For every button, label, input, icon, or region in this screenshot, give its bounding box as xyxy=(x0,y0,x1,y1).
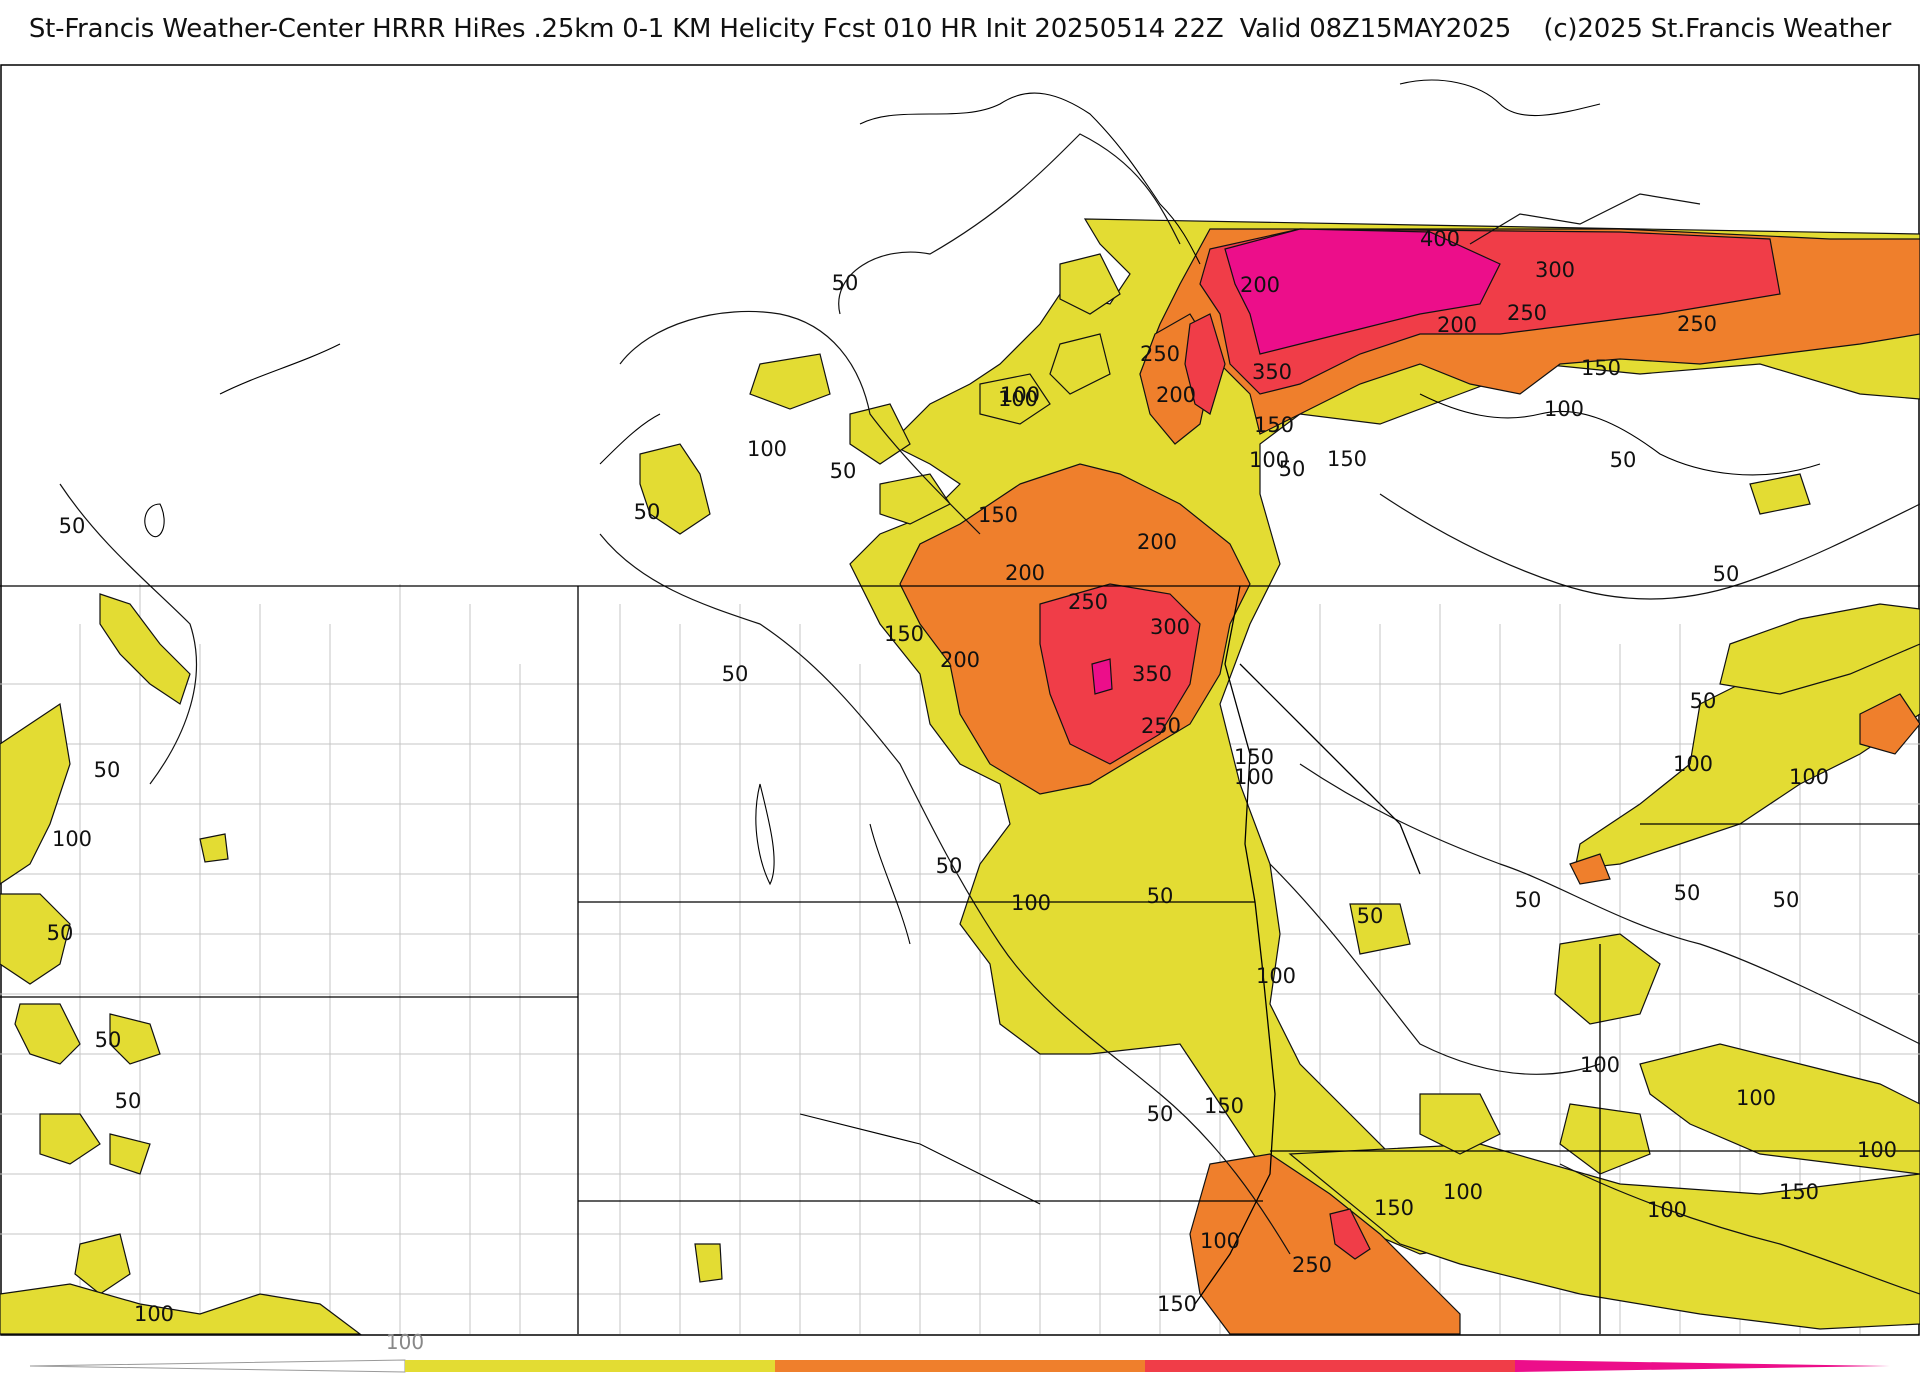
contour-label: 100 xyxy=(1200,1229,1240,1253)
contour-label: 100 xyxy=(1673,752,1713,776)
contour-label: 100 xyxy=(1857,1138,1897,1162)
state-boundaries xyxy=(0,585,1920,1334)
contour-label: 250 xyxy=(1677,312,1717,336)
legend-band-magenta xyxy=(1515,1360,1890,1372)
contour-label: 50 xyxy=(59,514,86,538)
contour-label: 250 xyxy=(1292,1253,1332,1277)
contour-label: 50 xyxy=(830,459,857,483)
color-legend: 100 xyxy=(29,1330,1890,1373)
contour-label: 150 xyxy=(1327,447,1367,471)
contour-label: 100 xyxy=(1443,1180,1483,1204)
contour-label: 100 xyxy=(1647,1198,1687,1222)
legend-band-red xyxy=(1145,1360,1515,1372)
contour-label: 50 xyxy=(94,758,121,782)
contour-label: 50 xyxy=(115,1089,142,1113)
contour-label: 250 xyxy=(1141,714,1181,738)
map-title: St-Francis Weather-Center HRRR HiRes .25… xyxy=(28,14,1892,44)
contour-label: 50 xyxy=(634,500,661,524)
contour-label: 150 xyxy=(1254,413,1294,437)
contour-label: 250 xyxy=(1068,590,1108,614)
contour-label: 200 xyxy=(1156,383,1196,407)
contour-label: 50 xyxy=(1279,457,1306,481)
contour-label: 100 xyxy=(1789,765,1829,789)
contour-label: 300 xyxy=(1535,258,1575,282)
contour-label: 50 xyxy=(1147,1102,1174,1126)
contour-label: 50 xyxy=(936,854,963,878)
contour-label: 50 xyxy=(95,1028,122,1052)
contour-label: 100 xyxy=(1256,964,1296,988)
contour-label: 50 xyxy=(832,271,859,295)
contour-label: 100 xyxy=(1249,448,1289,472)
contour-label: 100 xyxy=(1234,765,1274,789)
contour-label: 50 xyxy=(1147,884,1174,908)
coastlines xyxy=(144,79,1821,1205)
contour-label: 50 xyxy=(1773,888,1800,912)
legend-band-yellow xyxy=(405,1360,775,1372)
contour-label: 100 xyxy=(998,387,1038,411)
contour-label: 50 xyxy=(1674,881,1701,905)
contour-label: 150 xyxy=(978,503,1018,527)
contour-label: 250 xyxy=(1140,342,1180,366)
contour-label: 200 xyxy=(1137,530,1177,554)
contour-label: 50 xyxy=(1713,562,1740,586)
contour-label: 100 xyxy=(1011,891,1051,915)
contour-label: 350 xyxy=(1132,662,1172,686)
contour-label: 250 xyxy=(1507,301,1547,325)
contour-labels: 50 50 50 50 50 50 50 50 50 50 50 50 50 50 50 50 50 50 50 50… xyxy=(47,227,1897,1326)
contour-label: 100 xyxy=(134,1302,174,1326)
contour-label: 150 xyxy=(1779,1180,1819,1204)
contour-label: 400 xyxy=(1420,227,1460,251)
contour-label: 100 xyxy=(1000,383,1040,407)
contour-label: 200 xyxy=(1005,561,1045,585)
contour-label: 100 xyxy=(747,437,787,461)
contour-label: 50 xyxy=(1610,448,1637,472)
contour-label: 150 xyxy=(1581,356,1621,380)
contour-label: 150 xyxy=(884,622,924,646)
contour-label: 350 xyxy=(1252,360,1292,384)
contour-label: 50 xyxy=(47,921,74,945)
contour-label: 150 xyxy=(1157,1292,1197,1316)
helicity-band-350-up xyxy=(1091,228,1501,695)
contour-label: 200 xyxy=(940,648,980,672)
contour-label: 100 xyxy=(52,827,92,851)
contour-label: 200 xyxy=(1437,313,1477,337)
contour-label: 50 xyxy=(722,662,749,686)
legend-tick-label: 100 xyxy=(386,1330,424,1354)
contour-label: 50 xyxy=(1515,888,1542,912)
contour-label: 100 xyxy=(1544,397,1584,421)
contour-label: 50 xyxy=(1357,904,1384,928)
legend-tail-left xyxy=(29,1359,406,1373)
contour-label: 300 xyxy=(1150,615,1190,639)
helicity-isolines xyxy=(59,133,1920,1295)
contour-label: 150 xyxy=(1234,745,1274,769)
legend-band-orange xyxy=(775,1360,1145,1372)
contour-label: 150 xyxy=(1204,1094,1244,1118)
contour-label: 100 xyxy=(1736,1086,1776,1110)
helicity-map: 50 50 50 50 50 50 50 50 50 50 50 50 50 50 50 50 50 50 50 50… xyxy=(0,64,1920,1336)
contour-label: 150 xyxy=(1374,1196,1414,1220)
contour-label: 50 xyxy=(1690,689,1717,713)
contour-label: 100 xyxy=(1580,1053,1620,1077)
contour-label: 200 xyxy=(1240,273,1280,297)
